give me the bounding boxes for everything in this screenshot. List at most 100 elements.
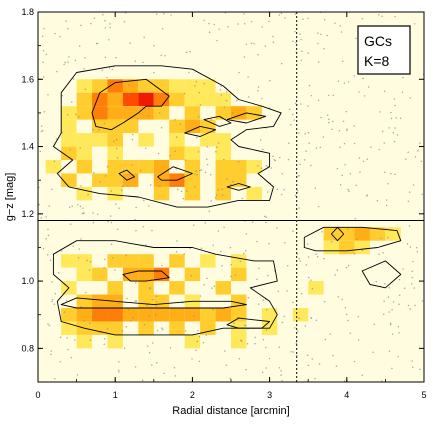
scatter-point: [408, 191, 411, 193]
scatter-point: [328, 94, 330, 97]
scatter-point: [239, 260, 242, 263]
scatter-point: [284, 17, 286, 19]
scatter-point: [234, 274, 237, 276]
scatter-point: [115, 147, 118, 150]
scatter-point: [208, 210, 211, 212]
scatter-point: [358, 91, 360, 93]
scatter-point: [212, 244, 214, 246]
scatter-point: [247, 296, 250, 299]
scatter-point: [353, 360, 356, 363]
scatter-point: [324, 338, 327, 341]
scatter-point: [262, 338, 265, 341]
scatter-point: [346, 129, 348, 132]
heatmap-cell: [169, 281, 185, 295]
heatmap-cell: [92, 321, 108, 335]
scatter-point: [161, 28, 164, 30]
heatmap-cell: [215, 160, 231, 174]
heatmap-cell: [169, 92, 185, 107]
scatter-point: [125, 254, 128, 257]
scatter-point: [394, 127, 396, 129]
scatter-point: [106, 328, 109, 330]
scatter-point: [148, 107, 150, 110]
scatter-point: [281, 172, 284, 175]
scatter-point: [221, 265, 223, 267]
heatmap-cell: [76, 160, 93, 174]
heatmap-cell: [215, 173, 231, 187]
scatter-point: [347, 228, 349, 230]
scatter-point: [390, 111, 392, 114]
scatter-point: [299, 33, 301, 35]
scatter-point: [146, 345, 149, 347]
scatter-point: [272, 41, 275, 44]
scatter-point: [385, 204, 388, 207]
scatter-point: [293, 119, 295, 121]
scatter-point: [76, 374, 79, 376]
scatter-point: [326, 34, 328, 37]
heatmap-cell: [107, 92, 123, 107]
heatmap-cell: [369, 227, 386, 241]
scatter-point: [278, 346, 281, 348]
scatter-point: [210, 119, 212, 121]
scatter-point: [225, 91, 228, 93]
scatter-point: [147, 115, 150, 117]
scatter-point: [367, 86, 370, 88]
heatmap-cell: [107, 308, 123, 322]
scatter-point: [127, 84, 130, 86]
y-tick-label: 1.8: [21, 7, 34, 17]
scatter-point: [262, 148, 264, 151]
scatter-point: [307, 17, 309, 20]
scatter-point: [141, 379, 144, 382]
scatter-point: [332, 94, 335, 97]
contour-line-outer: [226, 317, 271, 329]
scatter-point: [80, 238, 82, 240]
scatter-point: [43, 27, 45, 30]
heatmap-cell: [76, 186, 93, 201]
contour-line-inner: [122, 270, 170, 282]
scatter-point: [219, 89, 222, 91]
scatter-point: [192, 224, 195, 226]
scatter-point: [388, 127, 391, 129]
scatter-point: [132, 317, 134, 319]
y-axis-label: g−z [mag]: [4, 173, 16, 222]
scatter-point: [314, 187, 317, 189]
scatter-point: [391, 333, 394, 335]
heatmap-cell: [200, 254, 216, 268]
scatter-point: [409, 97, 411, 99]
scatter-point: [394, 173, 396, 176]
scatter-point: [296, 189, 299, 192]
scatter-point: [398, 294, 401, 297]
heatmap-cell: [61, 173, 77, 187]
scatter-point: [295, 41, 297, 44]
scatter-point: [390, 172, 392, 175]
heatmap-cell: [184, 308, 201, 322]
scatter-point: [104, 175, 107, 177]
legend-line-2: K=8: [364, 53, 390, 69]
scatter-point: [326, 114, 329, 116]
scatter-point: [384, 171, 386, 173]
scatter-point: [115, 138, 118, 141]
scatter-point: [318, 205, 320, 208]
scatter-point: [305, 264, 308, 266]
scatter-point: [402, 76, 404, 79]
heatmap-cell: [76, 146, 93, 160]
heatmap-cell: [169, 254, 185, 268]
scatter-point: [135, 206, 137, 209]
scatter-point: [393, 98, 396, 100]
scatter-point: [191, 358, 193, 360]
scatter-point: [280, 12, 283, 15]
heatmap-cell: [184, 146, 201, 160]
scatter-point: [310, 94, 313, 97]
scatter-point: [310, 164, 312, 167]
scatter-point: [77, 204, 79, 206]
scatter-point: [83, 67, 85, 70]
contour-line-outer: [303, 226, 402, 252]
heatmap-cells: [45, 79, 401, 349]
contour-line-outer: [203, 115, 232, 127]
scatter-point: [416, 251, 419, 253]
scatter-point: [229, 377, 231, 380]
heatmap-cell: [184, 267, 201, 282]
scatter-point: [398, 332, 400, 334]
scatter-point: [245, 325, 247, 327]
scatter-point: [307, 105, 309, 107]
scatter-point: [159, 185, 161, 188]
